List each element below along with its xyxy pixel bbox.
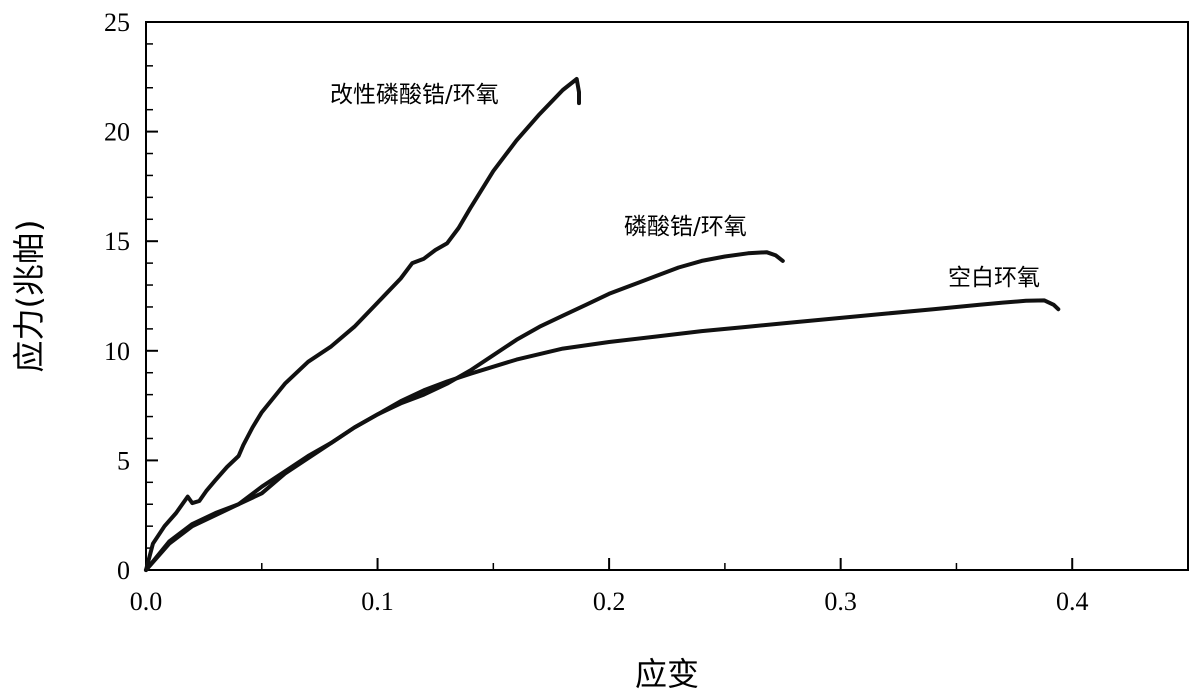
y-axis-title: 应力(兆帕) bbox=[10, 220, 48, 373]
x-tick-labels: 0.0 0.1 0.2 0.3 0.4 bbox=[130, 587, 1089, 616]
series-line-zrp-epoxy bbox=[144, 250, 785, 572]
series-label-zrp-epoxy: 磷酸锆/环氧 bbox=[624, 214, 747, 240]
series-line-blank-epoxy bbox=[144, 298, 1061, 572]
axis-ticks bbox=[145, 21, 1189, 571]
series-label-blank-epoxy: 空白环氧 bbox=[948, 265, 1040, 291]
y-tick-label: 10 bbox=[104, 337, 130, 366]
y-tick-label: 20 bbox=[104, 118, 130, 147]
x-tick-label: 0.4 bbox=[1056, 587, 1089, 616]
x-tick-label: 0.3 bbox=[824, 587, 857, 616]
x-tick-label: 0.0 bbox=[130, 587, 163, 616]
x-axis-title: 应变 bbox=[635, 655, 699, 693]
y-tick-labels: 0 5 10 15 20 25 bbox=[104, 8, 130, 585]
y-tick-label: 5 bbox=[117, 446, 130, 475]
y-tick-label: 25 bbox=[104, 8, 130, 37]
series-layer bbox=[144, 77, 1061, 572]
x-tick-label: 0.1 bbox=[361, 587, 394, 616]
x-tick-label: 0.2 bbox=[593, 587, 626, 616]
y-tick-label: 15 bbox=[104, 227, 130, 256]
series-label-modified-zrp-epoxy: 改性磷酸锆/环氧 bbox=[330, 82, 499, 108]
series-line-modified-zrp-epoxy bbox=[144, 77, 581, 572]
plot-frame bbox=[145, 21, 1189, 571]
y-tick-label: 0 bbox=[117, 556, 130, 585]
